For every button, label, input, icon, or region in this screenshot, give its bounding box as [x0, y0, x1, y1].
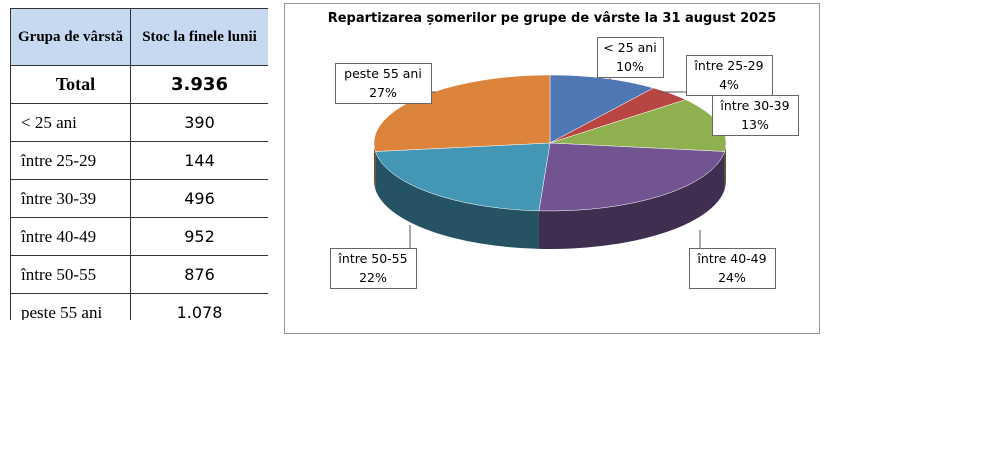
- chart-title: Repartizarea șomerilor pe grupe de vârst…: [328, 11, 777, 26]
- value-cell: 390: [130, 103, 268, 142]
- data-table: Grupa de vârstă Stoc la finele lunii Tot…: [10, 8, 268, 320]
- table-row: < 25 ani 390: [10, 103, 268, 142]
- value-label: 13%: [741, 117, 769, 132]
- table-row: între 30-39 496: [10, 179, 268, 218]
- label-cell: peste 55 ani: [10, 293, 131, 320]
- chart-frame: [284, 3, 820, 334]
- label-cell: între 30-39: [10, 179, 131, 218]
- category-label: între 25-29: [693, 58, 763, 73]
- category-label: între 30-39: [719, 98, 789, 113]
- slice-side: [724, 143, 726, 190]
- table-body: Total 3.936 < 25 ani 390 între 25-29 144 între…: [10, 65, 268, 320]
- slice: [375, 142, 551, 212]
- category-label: < 25 ani: [603, 40, 656, 55]
- label-cell: între 40-49: [10, 217, 131, 256]
- slice-side: [538, 151, 725, 249]
- value-label: 27%: [369, 85, 397, 100]
- value-cell: 496: [130, 179, 268, 218]
- slice: [549, 74, 655, 144]
- table-row: între 25-29 144: [10, 141, 268, 180]
- category-label: peste 55 ani: [344, 66, 422, 81]
- value-label: 22%: [359, 270, 387, 285]
- category-label: între 50-55: [337, 251, 407, 266]
- label-box: [597, 37, 664, 78]
- header-row: Grupa de vârstă Stoc la finele lunii: [10, 8, 268, 66]
- value-cell: 3.936: [130, 65, 268, 104]
- label-box: [689, 248, 776, 289]
- value-cell: 144: [130, 141, 268, 180]
- label-box: [330, 248, 417, 289]
- table-row: peste 55 ani 1.078: [10, 293, 268, 320]
- label-box: [335, 63, 432, 104]
- label-cell: între 25-29: [10, 141, 131, 180]
- value-label: 10%: [616, 59, 644, 74]
- value-cell: 876: [130, 255, 268, 294]
- label-box: [712, 95, 799, 136]
- value-label: 24%: [718, 270, 746, 285]
- category-label: între 40-49: [696, 251, 766, 266]
- slice: [538, 142, 725, 212]
- value-label: 4%: [719, 77, 739, 92]
- label-cell: între 50-55: [10, 255, 131, 294]
- table-row: între 40-49 952: [10, 217, 268, 256]
- header-cell: Stoc la finele lunii: [130, 8, 268, 66]
- table-container: Grupa de vârstă Stoc la finele lunii Tot…: [10, 8, 268, 320]
- header-cell: Grupa de vârstă: [10, 8, 131, 66]
- slice-side: [375, 151, 539, 249]
- slice-side: [374, 143, 376, 190]
- value-cell: 1.078: [130, 293, 268, 320]
- label-cell: Total: [10, 65, 131, 104]
- table-row: între 50-55 876: [10, 255, 268, 294]
- table-row: Total 3.936: [10, 65, 268, 104]
- value-cell: 952: [130, 217, 268, 256]
